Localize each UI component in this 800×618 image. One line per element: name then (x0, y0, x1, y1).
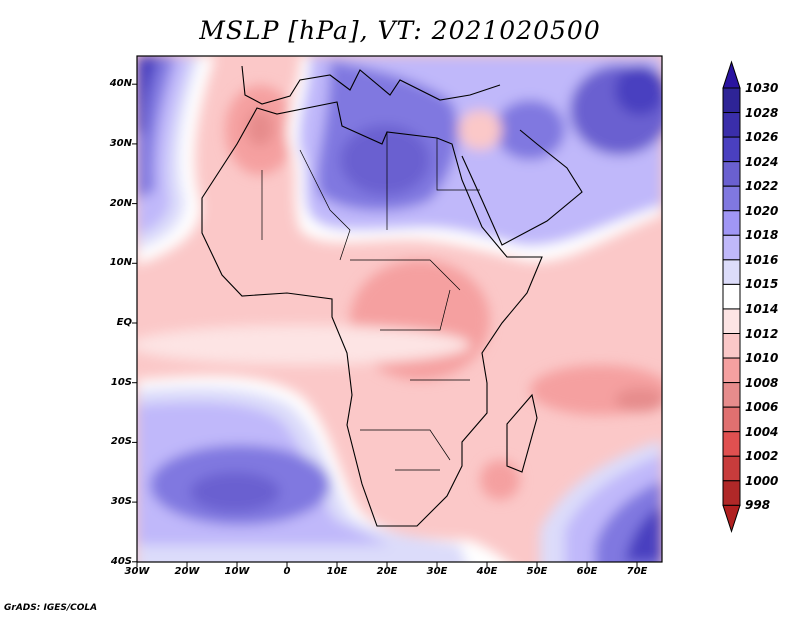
footer-credit: GrADS: IGES/COLA (4, 603, 98, 613)
lon-label: 50E (526, 566, 548, 577)
lat-label: EQ (116, 317, 132, 328)
lon-label: 40E (476, 566, 498, 577)
lon-label: 70E (626, 566, 648, 577)
colorbar-label: 1004 (745, 424, 779, 439)
colorbar-swatch (722, 431, 741, 457)
colorbar-swatch (722, 185, 741, 212)
colorbar-swatch (722, 234, 741, 261)
lat-label: 40S (110, 555, 132, 567)
colorbar-swatch (722, 357, 741, 384)
lon-label: 20E (376, 566, 398, 577)
colorbar-swatch (722, 210, 741, 236)
colorbar-label: 1006 (745, 400, 779, 415)
europe-coastline (241, 65, 501, 105)
colorbar-label: 1012 (745, 326, 779, 341)
lat-label: 30S (110, 496, 132, 508)
map-frame (136, 55, 663, 563)
colorbar-top-arrow (722, 60, 741, 89)
colorbar-swatch (722, 406, 741, 433)
colorbar-swatch (722, 455, 741, 482)
colorbar-swatch (722, 87, 741, 114)
colorbar-label: 1016 (745, 252, 779, 267)
madagascar-coastline (506, 393, 538, 473)
colorbar-swatch (722, 112, 741, 138)
pressure-field (137, 56, 662, 562)
colorbar-label: 998 (745, 498, 771, 513)
colorbar-swatch (722, 480, 741, 506)
axis-ticks (132, 83, 638, 567)
lon-label: 30W (124, 566, 150, 577)
lon-label: 60E (576, 566, 598, 577)
colorbar-label: 1018 (745, 228, 779, 243)
lon-label: 20W (174, 566, 200, 577)
africa-coastline (201, 101, 543, 527)
colorbar-swatch (722, 333, 741, 359)
colorbar-label: 1026 (745, 130, 779, 145)
colorbar-label: 1008 (745, 375, 779, 390)
colorbar-swatch (722, 283, 741, 310)
lon-label: 10E (326, 566, 348, 577)
colorbar-label: 1014 (745, 301, 779, 316)
colorbar-label: 1010 (745, 351, 779, 366)
colorbar-swatch (722, 259, 741, 285)
lat-label: 20S (110, 436, 132, 448)
colorbar-bottom-arrow (722, 504, 741, 533)
colorbar-swatch (722, 308, 741, 335)
colorbar-label: 1022 (745, 179, 779, 194)
colorbar-swatch (722, 136, 741, 163)
coastlines (201, 65, 583, 527)
lat-label: 10S (110, 376, 132, 388)
colorbar-label: 1002 (745, 449, 779, 464)
lon-label: 30E (426, 566, 448, 577)
lat-label: 40N (109, 78, 132, 90)
lat-label: 30N (109, 137, 132, 149)
country-borders (261, 132, 480, 471)
lon-label: 10W (224, 566, 250, 577)
lon-label: 0 (283, 566, 291, 577)
colorbar-label: 1000 (745, 473, 779, 488)
colorbar-label: 1015 (745, 277, 779, 292)
figure-title: MSLP [hPa], VT: 2021020500 (199, 16, 601, 45)
lat-label: 10N (109, 257, 132, 269)
arabia-coastline (461, 129, 583, 246)
colorbar-swatch (722, 161, 741, 187)
colorbar-label: 1030 (745, 81, 779, 95)
colorbar (722, 60, 741, 533)
colorbar-label: 1020 (745, 203, 779, 218)
colorbar-label: 1024 (745, 154, 779, 169)
lat-label: 20N (109, 197, 132, 209)
colorbar-label: 1028 (745, 105, 779, 120)
colorbar-swatch (722, 382, 741, 408)
